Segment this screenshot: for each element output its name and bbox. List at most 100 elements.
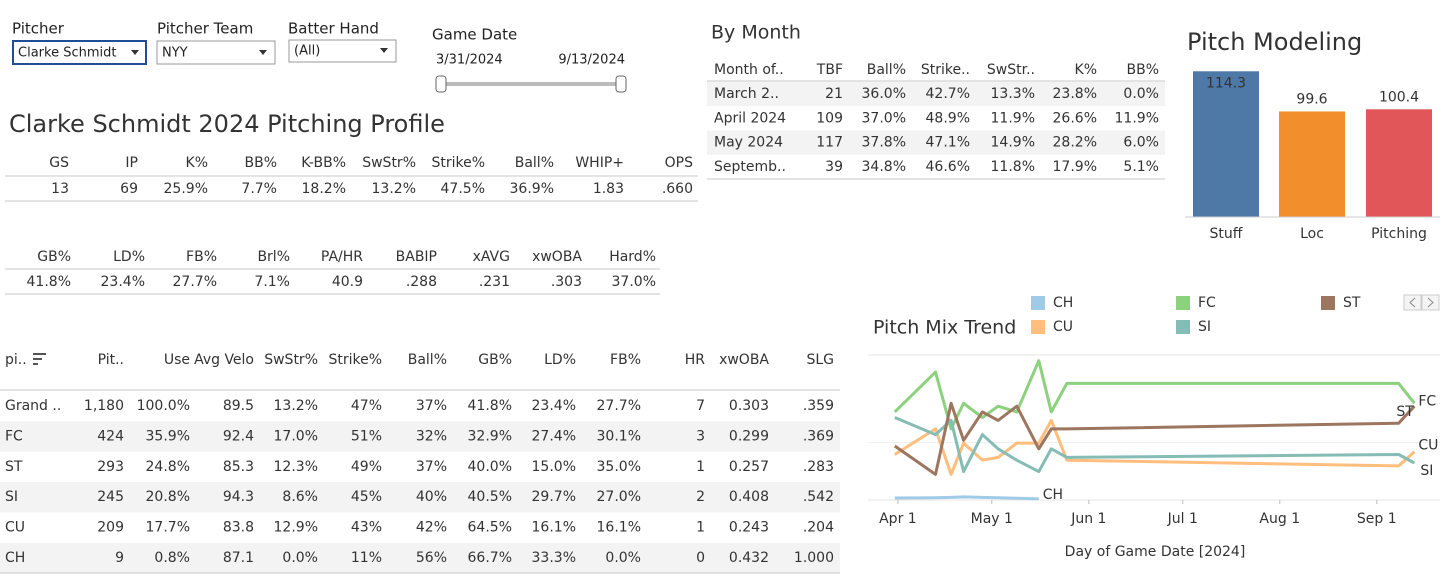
table-cell: 46.6%: [926, 159, 970, 175]
legend-swatch: [1176, 296, 1190, 310]
series-line: [894, 418, 1416, 476]
table-cell: 49%: [351, 459, 382, 475]
table-header: SwStr%: [362, 155, 416, 171]
dropdown-arrow[interactable]: [259, 50, 267, 55]
table-header: SwStr..: [987, 62, 1035, 78]
table-header: Strike%: [431, 155, 485, 171]
line-end-label: FC: [1418, 393, 1436, 409]
table-cell: 51%: [351, 428, 382, 444]
table-cell: 21: [825, 86, 843, 102]
table-cell: 13.3%: [991, 86, 1035, 102]
x-tick-label: May 1: [971, 511, 1013, 527]
table-header: TBF: [816, 62, 843, 78]
table-cell: 11%: [351, 550, 382, 566]
table-header: PA/HR: [321, 249, 363, 265]
table-cell: 35.9%: [146, 428, 190, 444]
dropdown-arrow[interactable]: [131, 50, 139, 55]
table-cell: 0.243: [729, 520, 769, 536]
table-header: Use: [164, 352, 190, 368]
slider-track[interactable]: [441, 82, 623, 86]
table-cell: 89.5: [223, 398, 254, 414]
table-cell: FC: [5, 428, 23, 444]
table-cell: 25.9%: [164, 181, 208, 197]
table-header: LD%: [113, 249, 145, 265]
table-cell: 36.0%: [862, 86, 906, 102]
table-header: xwOBA: [719, 352, 769, 368]
table-cell: 24.8%: [146, 459, 190, 475]
dropdown-value[interactable]: Clarke Schmidt: [18, 46, 116, 61]
table-cell: 39: [825, 159, 843, 175]
table-cell: 41.8%: [468, 398, 512, 414]
table-cell: 32.9%: [468, 428, 512, 444]
table-cell: Septemb..: [714, 159, 786, 175]
table-cell: 7: [696, 398, 705, 414]
legend-next-arrow[interactable]: [1427, 297, 1434, 308]
table-cell: 40.5%: [468, 489, 512, 505]
dropdown-value[interactable]: (All): [294, 44, 320, 59]
table-cell: .283: [803, 459, 834, 475]
table-cell: 40.0%: [468, 459, 512, 475]
table-cell: 23.4%: [532, 398, 576, 414]
table-header: K%: [186, 155, 208, 171]
table-cell: 17.9%: [1053, 159, 1097, 175]
value-label: 100.4: [1379, 89, 1419, 105]
table-cell: 12.3%: [274, 459, 318, 475]
table-header: Ball%: [408, 352, 447, 368]
table-cell: 8.6%: [282, 489, 318, 505]
table-cell: 16.1%: [532, 520, 576, 536]
legend-prev[interactable]: [1403, 294, 1422, 311]
table-cell: 209: [97, 520, 124, 536]
dropdown[interactable]: [12, 40, 147, 65]
table-cell: 0.8%: [154, 550, 190, 566]
legend-label: CU: [1053, 319, 1073, 335]
table-cell: 26.6%: [1053, 110, 1097, 126]
table-cell: 293: [97, 459, 124, 475]
profile-title: Clarke Schmidt 2024 Pitching Profile: [9, 110, 445, 138]
table-cell: 47%: [351, 398, 382, 414]
table-cell: 424: [97, 428, 124, 444]
x-tick-label: Loc: [1300, 226, 1324, 242]
table-cell: 40.9: [332, 274, 363, 290]
slider-handle[interactable]: [435, 75, 447, 93]
dropdown[interactable]: [288, 39, 397, 63]
line-end-label: SI: [1420, 463, 1433, 479]
table-header: Ball%: [867, 62, 906, 78]
sort-icon[interactable]: [33, 353, 46, 365]
table-header: BABIP: [396, 249, 437, 265]
table-cell: 0.432: [729, 550, 769, 566]
table-header: BB%: [244, 155, 277, 171]
table-cell: 0.0%: [605, 550, 641, 566]
table-header: WHIP+: [575, 155, 624, 171]
value-label: 99.6: [1296, 91, 1327, 107]
date-start: 3/31/2024: [436, 53, 503, 68]
legend-prev-arrow[interactable]: [1409, 297, 1416, 308]
table-cell: 32%: [416, 428, 447, 444]
table-cell: 1: [696, 459, 705, 475]
table-header: GS: [49, 155, 69, 171]
row-shade: [707, 130, 1165, 155]
row-shade: [0, 421, 840, 452]
table-header: HR: [685, 352, 706, 368]
table-header: Strike..: [921, 62, 970, 78]
dropdown[interactable]: [156, 40, 276, 65]
table-cell: 28.2%: [1053, 135, 1097, 151]
table-cell: .204: [803, 520, 834, 536]
x-tick-label: Apr 1: [879, 511, 917, 527]
table-cell: 87.1: [223, 550, 254, 566]
table-cell: 9: [115, 550, 124, 566]
series-line: [893, 401, 1416, 476]
legend-next[interactable]: [1421, 294, 1440, 311]
line-end-label: CU: [1418, 438, 1438, 454]
table-header: xAVG: [473, 249, 510, 265]
table-cell: 1.83: [593, 181, 624, 197]
table-cell: .231: [479, 274, 510, 290]
dropdown-arrow[interactable]: [380, 48, 388, 53]
x-tick-label: Jul 1: [1167, 511, 1198, 527]
table-header: Pit..: [98, 352, 124, 368]
slider-handle[interactable]: [615, 75, 627, 93]
legend-swatch: [1321, 296, 1335, 310]
legend-swatch: [1031, 320, 1045, 334]
table-cell: April 2024: [714, 110, 786, 126]
table-cell: 33.3%: [532, 550, 576, 566]
dropdown-value[interactable]: NYY: [162, 46, 188, 61]
